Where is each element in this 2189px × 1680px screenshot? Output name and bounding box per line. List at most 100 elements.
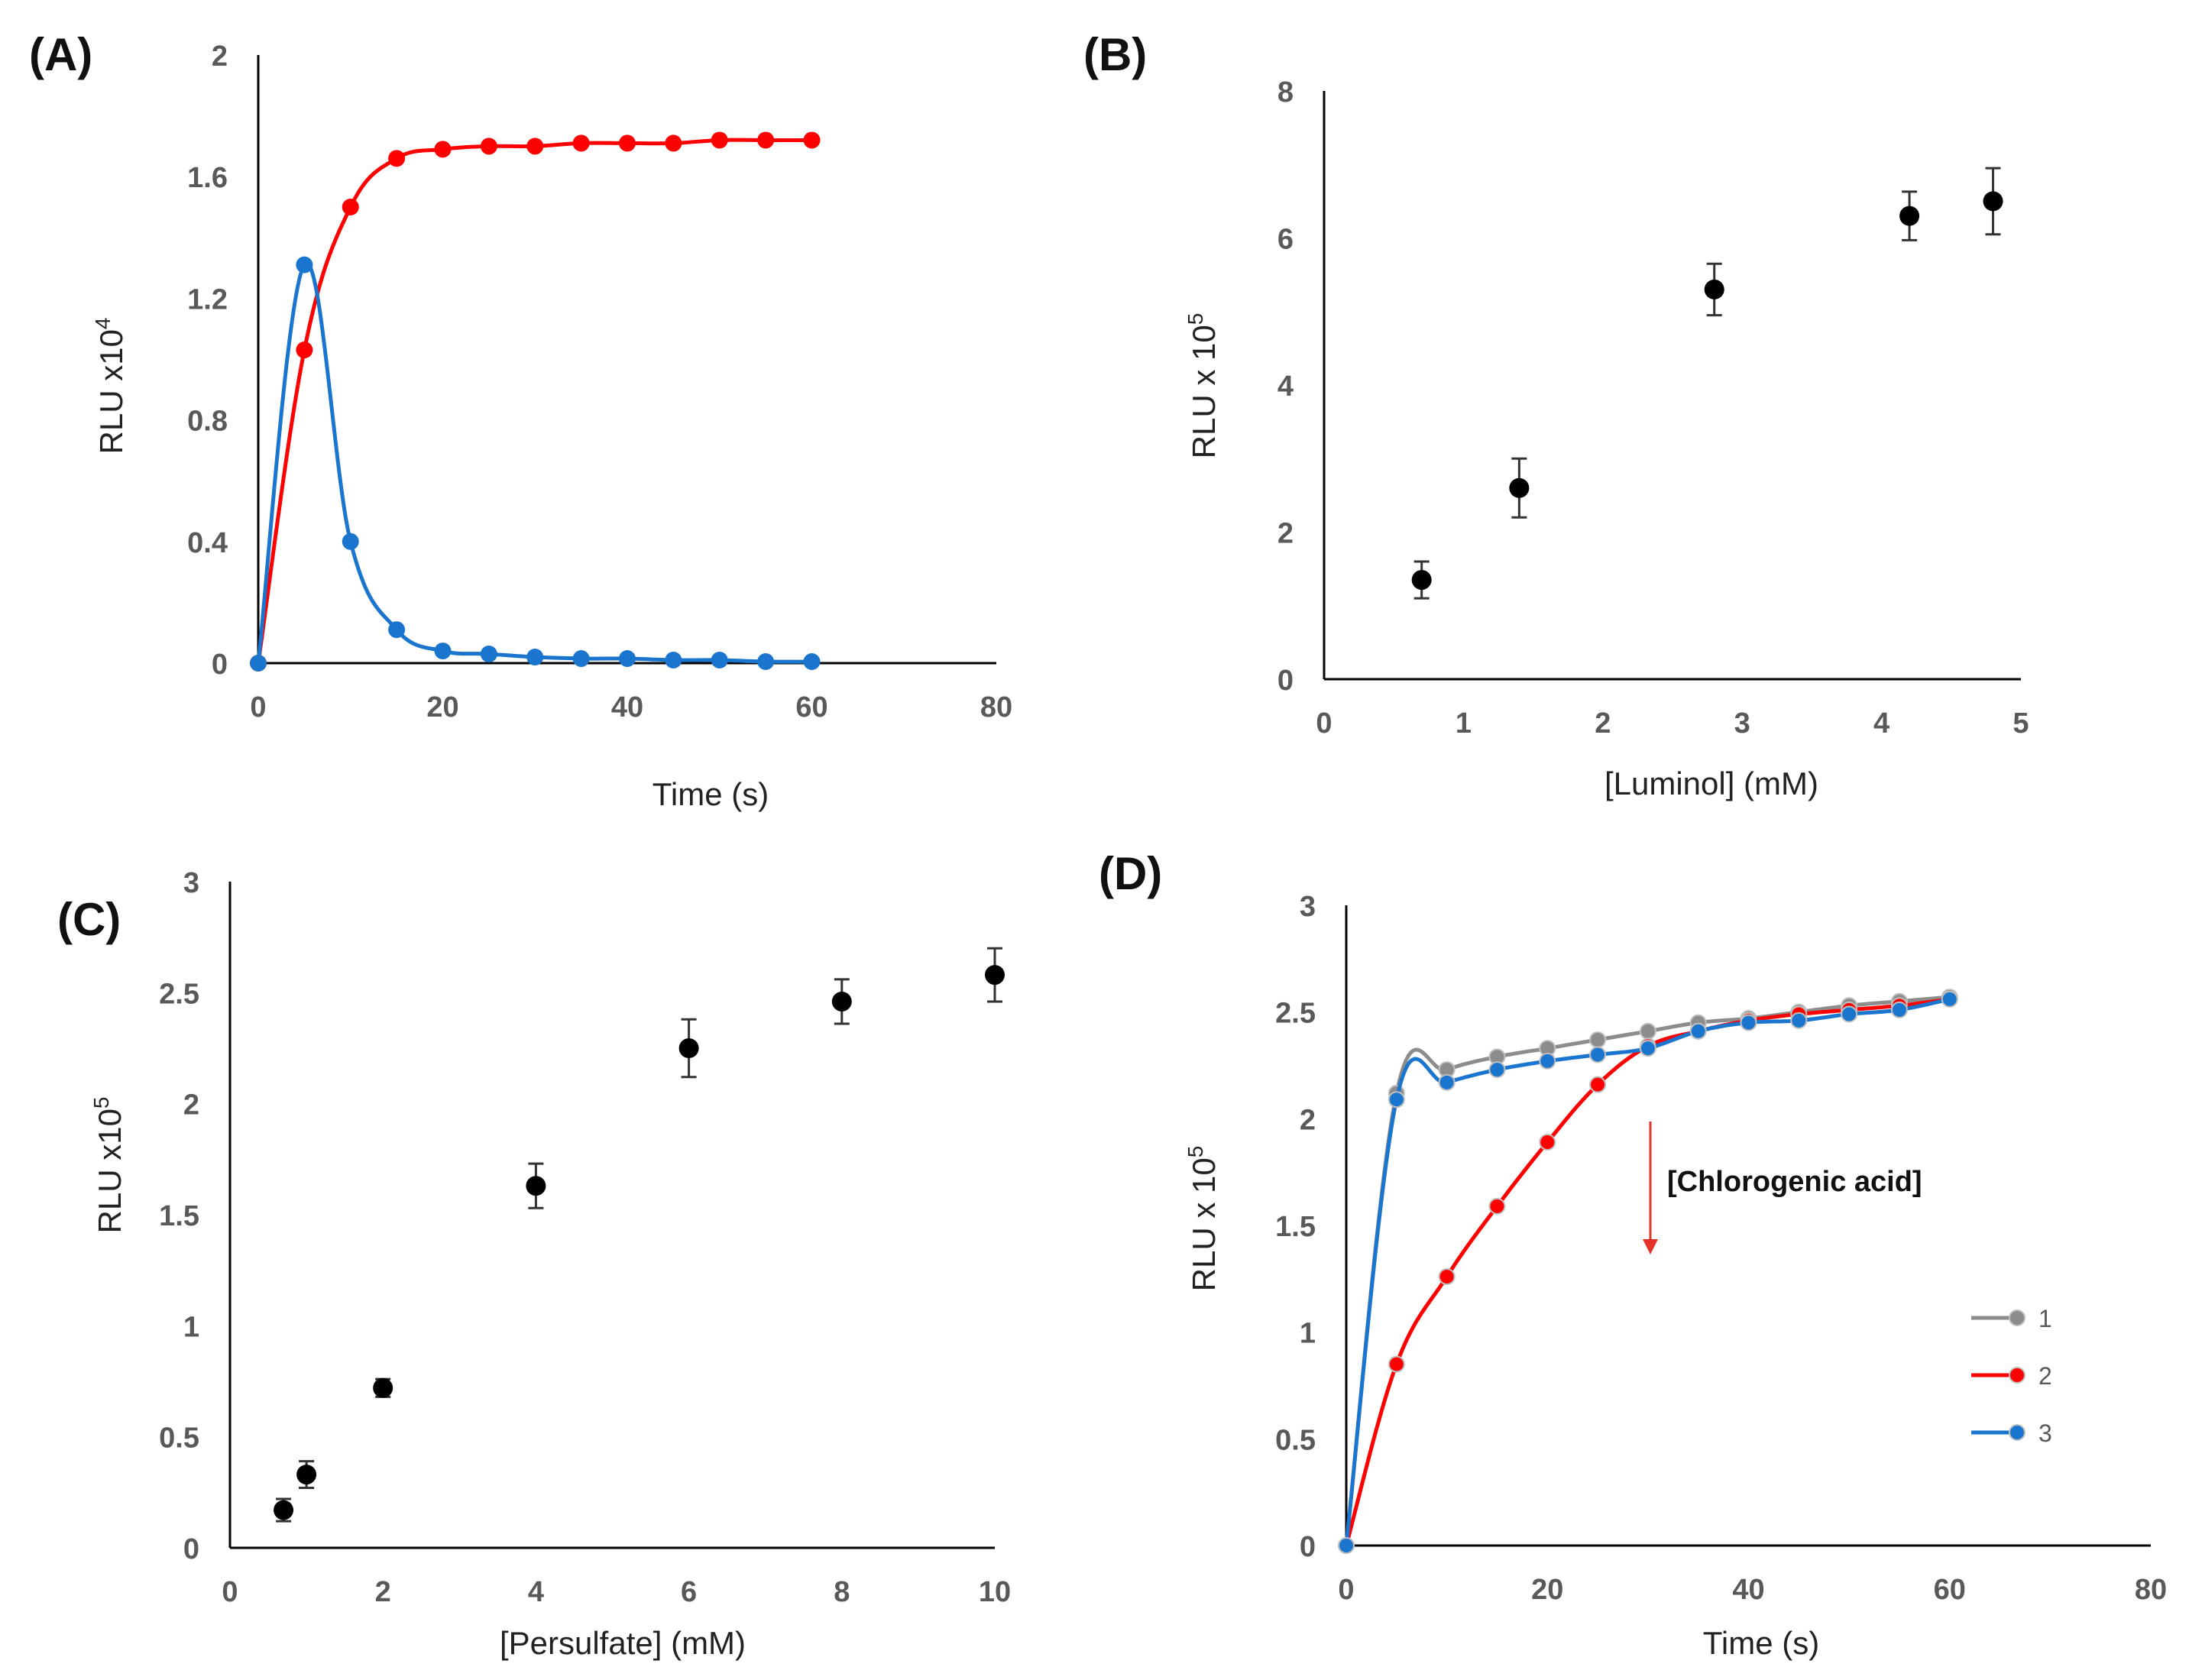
panel-d-y-axis-title-text: RLU x 10: [1186, 1157, 1222, 1291]
panel-c-y-tick-label: 3: [183, 867, 199, 899]
panel-a-series-2-point: [296, 256, 313, 274]
panel-d-x-tick-label: 60: [1934, 1574, 1966, 1606]
panel-a-series-1: [250, 131, 821, 672]
panel-b-y-tick-label: 8: [1277, 76, 1294, 108]
panel-d-legend: 1 2 3: [1971, 1305, 2052, 1447]
panel-a-series-2-point: [757, 653, 775, 671]
panel-d-y-tick-label: 0.5: [1275, 1424, 1316, 1456]
panel-c-y-axis-title: RLU x105: [89, 1097, 128, 1234]
panel-d-series-3-point: [1639, 1040, 1656, 1057]
panel-d-label: (D): [1099, 848, 1162, 899]
panel-b-data-point: [1899, 206, 1920, 226]
panel-d-series-3-point: [1539, 1052, 1556, 1070]
panel-a: (A) Time (s) RLU x104 0 20 40 60 80 0 0.4 0.8 1.…: [29, 29, 1012, 812]
panel-d-series-3-point: [1740, 1014, 1757, 1031]
panel-a-y-tick-label: 2: [212, 40, 228, 73]
panel-b-label: (B): [1083, 29, 1147, 80]
panel-b-x-tick-label: 3: [1734, 707, 1750, 740]
panel-d-series-3: [1338, 990, 1958, 1554]
panel-d-series-3-point: [1790, 1012, 1808, 1029]
panel-a-y-axis-title-text: RLU x10: [93, 329, 129, 454]
panel-d-x-tick-label: 80: [2135, 1574, 2167, 1606]
panel-b-y-tick-label: 6: [1277, 224, 1294, 256]
panel-a-series-1-point: [342, 199, 359, 215]
panel-d-series-3-point: [1338, 1537, 1355, 1554]
panel-a-series-2-point: [665, 652, 682, 669]
panel-d-y-tick-label: 1.5: [1275, 1211, 1316, 1243]
panel-d-x-axis-title: Time (s): [1703, 1625, 1819, 1661]
panel-d-series-1-point: [1589, 1031, 1607, 1048]
panel-c: (C) [Persulfate] (mM) RLU x105 0 2 4 6 8 10 0 0…: [57, 867, 1011, 1661]
panel-a-series-1-point: [711, 131, 728, 149]
panel-b-x-tick-label: 0: [1316, 707, 1332, 740]
chlorogenic-acid-annotation: [Chlorogenic acid]: [1667, 1166, 1922, 1198]
panel-a-y-tick-label: 1.2: [187, 283, 228, 316]
panel-d-y-axis-title: RLU x 105: [1184, 1146, 1222, 1292]
panel-d-series-2-point: [1488, 1197, 1506, 1215]
panel-c-series-1: [274, 947, 1005, 1523]
panel-c-data-point: [296, 1465, 317, 1485]
panel-d-y-axis-title-sup: 5: [1184, 1146, 1207, 1158]
panel-a-series-2-point: [526, 649, 544, 666]
panel-a-y-tick-label: 0.8: [187, 406, 228, 438]
panel-b-y-tick-label: 4: [1277, 371, 1294, 403]
panel-a-series-2-point: [619, 650, 636, 668]
panel-c-y-tick-label: 0.5: [159, 1423, 199, 1455]
panel-b-x-tick-label: 4: [1873, 707, 1889, 740]
panel-d-y-tick-label: 3: [1300, 891, 1316, 923]
panel-b-data-point: [1983, 191, 2003, 212]
panel-b-x-tick-label: 5: [2013, 707, 2029, 740]
panel-a-series-1-point: [619, 134, 636, 152]
panel-d-series-3-point: [1589, 1046, 1607, 1063]
panel-d-series-3-point: [1689, 1022, 1707, 1040]
panel-a-series-1-point: [757, 131, 775, 149]
panel-a-series-1-point: [388, 150, 406, 167]
panel-d-x-tick-label: 20: [1531, 1574, 1563, 1606]
panel-a-series-2-point: [388, 621, 406, 639]
panel-a-y-axis-title: RLU x104: [91, 318, 129, 455]
panel-a-series-1-point: [434, 141, 452, 158]
panel-c-x-tick-label: 2: [375, 1576, 391, 1608]
panel-b-data-point: [1509, 477, 1530, 498]
panel-c-y-tick-label: 1.5: [159, 1200, 199, 1232]
panel-c-data-point: [373, 1377, 393, 1398]
panel-c-x-axis-title: [Persulfate] (mM): [500, 1625, 746, 1661]
panel-a-series-1-point: [480, 138, 497, 155]
panel-a-series-2: [250, 256, 821, 672]
panel-a-series-1-point: [803, 131, 821, 149]
panel-d-legend-label-2: 2: [2038, 1362, 2052, 1390]
panel-b-data-point: [1704, 279, 1724, 299]
panel-d-series-2-line: [1344, 997, 1951, 1546]
panel-d-legend-marker-2: [2009, 1367, 2025, 1384]
panel-c-x-tick-label: 10: [979, 1576, 1011, 1608]
panel-c-y-tick-label: 1: [183, 1311, 199, 1343]
panel-a-y-tick-label: 0: [212, 649, 228, 681]
panel-d-y-tick-label: 0: [1300, 1531, 1316, 1563]
annotation-arrow-head: [1643, 1239, 1658, 1254]
panel-a-series-2-point: [480, 646, 497, 663]
panel-b-y-axis-title-sup: 5: [1184, 313, 1207, 325]
panel-a-series-1-point: [572, 134, 590, 152]
panel-d-y-tick-label: 2: [1300, 1104, 1316, 1136]
panel-d-x-tick-label: 40: [1732, 1574, 1764, 1606]
panel-d-series-2-point: [1388, 1355, 1405, 1373]
panel-a-series-2-point: [250, 655, 267, 672]
panel-b-x-axis-title: [Luminol] (mM): [1605, 766, 1818, 801]
panel-c-data-point: [526, 1176, 546, 1196]
panel-b-y-axis-title: RLU x 105: [1184, 313, 1222, 459]
panel-c-x-tick-label: 8: [834, 1576, 850, 1608]
panel-c-label: (C): [57, 894, 121, 945]
panel-b-y-axis-title-text: RLU x 10: [1186, 325, 1222, 458]
panel-c-y-axis-title-sup: 5: [89, 1097, 113, 1109]
panel-a-y-tick-label: 0.4: [187, 527, 228, 559]
panel-c-y-tick-label: 2.5: [159, 978, 199, 1010]
panel-a-x-tick-label: 20: [426, 691, 458, 723]
panel-d: (D) Time (s) RLU x 105 0 20 40 60 80 0 0.5 1 1.5…: [1099, 848, 2167, 1661]
panel-a-y-axis-title-sup: 4: [91, 318, 115, 330]
panel-d-y-tick-label: 2.5: [1275, 998, 1316, 1030]
panel-d-series-2-point: [1438, 1268, 1456, 1286]
panel-d-series-3-point: [1438, 1073, 1456, 1091]
